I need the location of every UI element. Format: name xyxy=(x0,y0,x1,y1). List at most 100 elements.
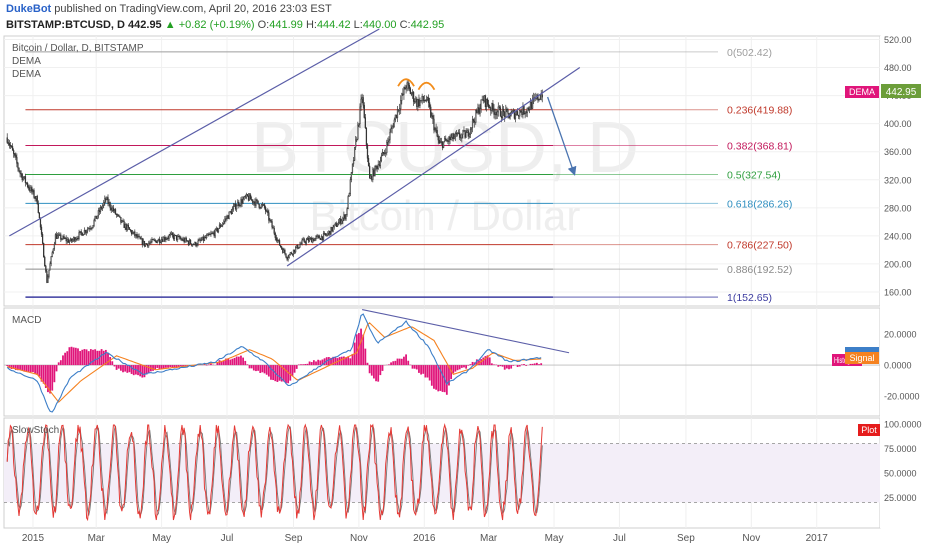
macd-histogram-bar xyxy=(126,365,129,373)
macd-histogram-bar xyxy=(287,365,290,384)
candle-body xyxy=(78,232,80,239)
macd-histogram-bar xyxy=(57,362,60,366)
macd-histogram-bar xyxy=(454,365,457,372)
macd-histogram-bar xyxy=(497,365,500,367)
candle-body xyxy=(412,92,415,102)
macd-histogram-bar xyxy=(34,365,36,374)
author-link[interactable]: DukeBot xyxy=(6,3,52,15)
candle-body xyxy=(150,241,152,243)
candle-body xyxy=(234,203,237,210)
macd-histogram-bar xyxy=(8,365,11,369)
macd-pane[interactable] xyxy=(3,307,881,417)
candle-body xyxy=(261,204,264,206)
macd-histogram-bar xyxy=(265,365,268,375)
candle-body xyxy=(304,241,306,244)
candle-body xyxy=(430,106,432,118)
macd-histogram-bar xyxy=(270,365,272,380)
x-tick-label: 2017 xyxy=(806,533,829,544)
main-legend-title: Bitcoin / Dollar, D, BITSTAMP xyxy=(12,43,144,54)
candle-body xyxy=(435,128,437,131)
candle-body xyxy=(392,126,394,128)
candle-body xyxy=(82,233,84,236)
candle-body xyxy=(520,110,522,113)
candle-body xyxy=(65,237,67,242)
macd-histogram-bar xyxy=(64,352,67,366)
candle-body xyxy=(482,99,484,102)
candle-body xyxy=(380,155,383,162)
price-scale[interactable] xyxy=(880,36,932,528)
macd-histogram-bar xyxy=(237,356,240,366)
candle-body xyxy=(244,196,246,198)
candle-body xyxy=(464,130,466,138)
macd-histogram-bar xyxy=(14,365,17,371)
macd-histogram-bar xyxy=(358,333,360,366)
candle-body xyxy=(112,207,114,212)
macd-histogram-bar xyxy=(448,365,450,386)
macd-histogram-bar xyxy=(68,347,71,366)
candle-body xyxy=(172,234,175,239)
candle-body xyxy=(362,97,364,106)
macd-histogram-bar xyxy=(38,365,41,377)
candle-body xyxy=(418,99,420,106)
candle-body xyxy=(329,230,331,235)
candle-body xyxy=(240,199,242,206)
candle-body xyxy=(100,207,103,209)
candle-body xyxy=(433,118,435,131)
candle-body xyxy=(437,135,439,141)
candle-body xyxy=(85,230,88,233)
candle-body xyxy=(357,124,359,140)
candle-body xyxy=(528,109,531,111)
macd-histogram-bar xyxy=(42,365,45,384)
candle-body xyxy=(225,218,227,220)
candle-body xyxy=(263,204,266,208)
macd-histogram-bar xyxy=(49,365,52,394)
candle-body xyxy=(468,134,470,137)
candle-body xyxy=(236,205,238,210)
trend-channel[interactable] xyxy=(9,28,581,267)
macd-histogram-bar xyxy=(368,365,371,374)
candle-body xyxy=(14,153,16,156)
signal-tag-front xyxy=(845,352,879,364)
macd-histogram-bar xyxy=(381,365,384,371)
publish-line: DukeBot published on TradingView.com, Ap… xyxy=(6,3,332,15)
candle-body xyxy=(318,235,320,239)
candle-body xyxy=(168,235,170,239)
candle-body xyxy=(151,238,153,242)
candle-body xyxy=(327,232,329,236)
candle-body xyxy=(61,238,63,240)
candle-body xyxy=(88,228,90,230)
macd-histogram-bar xyxy=(242,357,245,366)
macd-histogram-bar xyxy=(512,365,515,366)
candle-body xyxy=(140,238,142,240)
macd-histogram-bar xyxy=(420,365,422,375)
y-tick-label: 520.00 xyxy=(884,35,912,45)
macd-histogram-bar xyxy=(143,365,146,378)
candle-body xyxy=(302,238,304,241)
y-tick-label: 360.00 xyxy=(884,147,912,157)
macd-histogram-bar xyxy=(32,365,34,373)
candle-body xyxy=(185,238,187,241)
candle-body xyxy=(166,238,168,240)
candle-body xyxy=(224,218,226,222)
macd-histogram-bar xyxy=(252,365,255,371)
candle-body xyxy=(485,98,488,107)
candle-body xyxy=(282,248,284,253)
candle-body xyxy=(516,111,519,116)
candle-body xyxy=(50,256,52,264)
candle-body xyxy=(11,146,14,151)
candle-body xyxy=(215,227,217,230)
candle-body xyxy=(251,199,253,201)
candle-body xyxy=(394,114,396,121)
candle-body xyxy=(292,249,295,255)
macd-histogram-bar xyxy=(456,365,459,371)
candle-body xyxy=(64,237,66,239)
candle-body xyxy=(277,239,280,241)
candle-body xyxy=(530,101,533,109)
candle-body xyxy=(231,208,234,215)
candle-body xyxy=(331,227,333,232)
candle-body xyxy=(466,130,468,133)
macd-histogram-bar xyxy=(246,364,249,366)
candle-body xyxy=(408,84,410,89)
fibonacci-retracement[interactable]: 0(502.42) 0.236(419.88) 0.382(368.81) 0.5(3… xyxy=(25,47,792,304)
